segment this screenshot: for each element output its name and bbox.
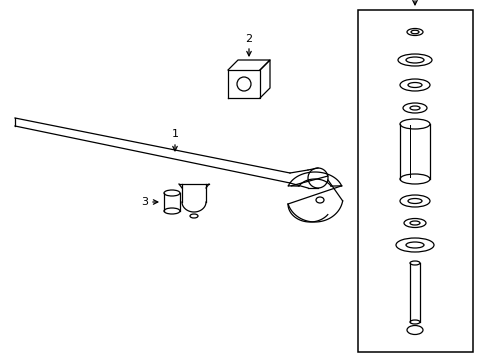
Text: 1: 1 [171, 129, 178, 139]
Text: 3: 3 [141, 197, 148, 207]
Bar [357, 10, 472, 352]
Text: 2: 2 [245, 34, 252, 44]
